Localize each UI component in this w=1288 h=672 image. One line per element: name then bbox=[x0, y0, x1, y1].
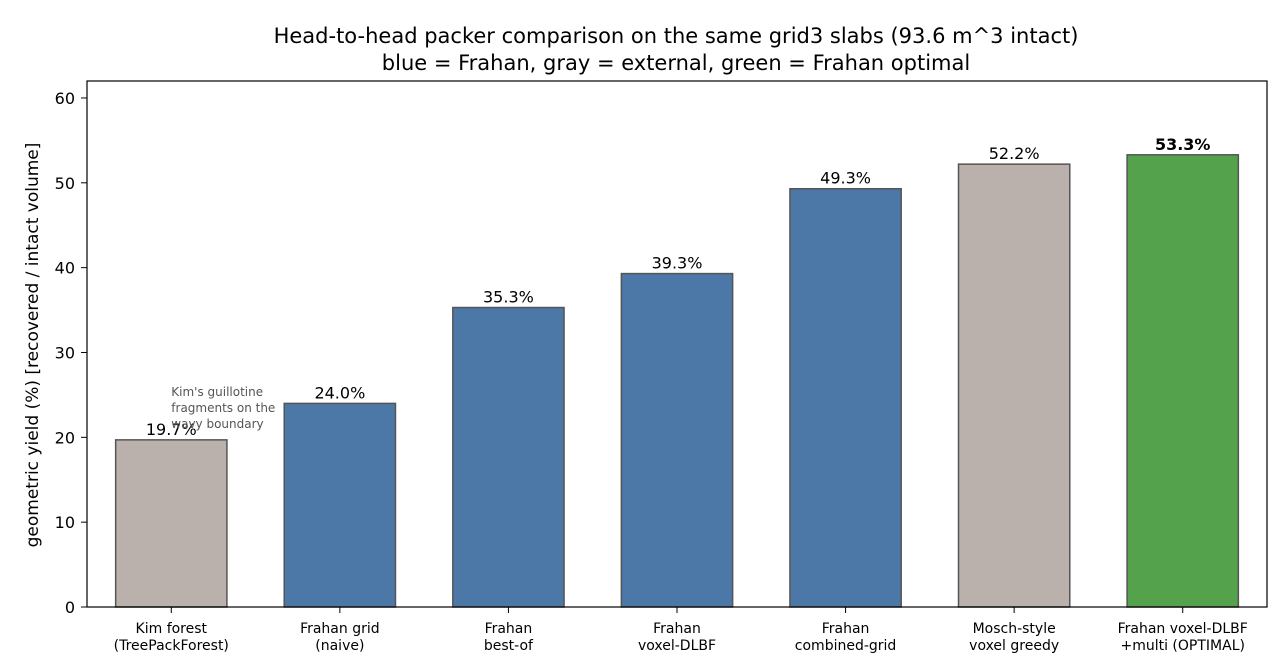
bar-value-label: 19.7% bbox=[146, 420, 197, 439]
bar-value-label: 53.3% bbox=[1155, 135, 1211, 154]
x-tick-label: voxel greedy bbox=[969, 638, 1059, 654]
annotation-text: Kim's guillotine bbox=[171, 385, 263, 399]
bar bbox=[283, 402, 397, 608]
bar-value-label: 24.0% bbox=[314, 383, 365, 402]
x-tick-label: Frahan bbox=[485, 621, 533, 637]
bar bbox=[114, 439, 228, 608]
y-tick-label: 60 bbox=[55, 89, 75, 108]
bar-value-label: 39.3% bbox=[652, 254, 703, 273]
x-tick-label: Frahan bbox=[822, 621, 870, 637]
bar bbox=[620, 272, 734, 608]
x-tick-label: Kim forest bbox=[136, 621, 208, 637]
x-tick-label: voxel-DLBF bbox=[638, 638, 716, 654]
x-tick-label: +multi (OPTIMAL) bbox=[1120, 638, 1244, 654]
y-tick-label: 50 bbox=[55, 174, 75, 193]
y-tick-label: 20 bbox=[55, 428, 75, 447]
y-tick-label: 30 bbox=[55, 343, 75, 362]
x-tick-label: combined-grid bbox=[795, 638, 897, 654]
bar-value-label: 52.2% bbox=[989, 144, 1040, 163]
annotation-text: wavy boundary bbox=[171, 417, 263, 431]
y-axis-label: geometric yield (%) [recovered / intact … bbox=[23, 143, 43, 548]
plot-area: 19.7% Kim forest(TreePackForest) 24.0% Frah… bbox=[55, 80, 1268, 654]
bar bbox=[957, 163, 1071, 608]
x-tick-label: Mosch-style bbox=[973, 621, 1056, 637]
axes-frame bbox=[86, 80, 1268, 608]
bar bbox=[452, 306, 565, 608]
x-tick-label: best-of bbox=[484, 638, 534, 654]
x-tick-label: Frahan bbox=[653, 621, 701, 637]
x-tick-label: (naive) bbox=[315, 638, 364, 654]
y-tick-label: 40 bbox=[55, 259, 75, 278]
annotation-text: fragments on the bbox=[171, 401, 275, 415]
x-tick-label: Frahan voxel-DLBF bbox=[1118, 621, 1248, 637]
bar-value-label: 35.3% bbox=[483, 288, 534, 307]
bar bbox=[789, 187, 902, 608]
x-tick-label: (TreePackForest) bbox=[114, 638, 229, 654]
bar bbox=[1126, 154, 1240, 608]
chart-title: Head-to-head packer comparison on the sa… bbox=[274, 24, 1079, 48]
y-tick-label: 0 bbox=[65, 598, 75, 617]
bar-value-label: 49.3% bbox=[820, 169, 871, 188]
y-tick-label: 10 bbox=[55, 513, 75, 532]
x-tick-label: Frahan grid bbox=[300, 621, 380, 637]
chart-subtitle: blue = Frahan, gray = external, green = … bbox=[382, 51, 970, 75]
